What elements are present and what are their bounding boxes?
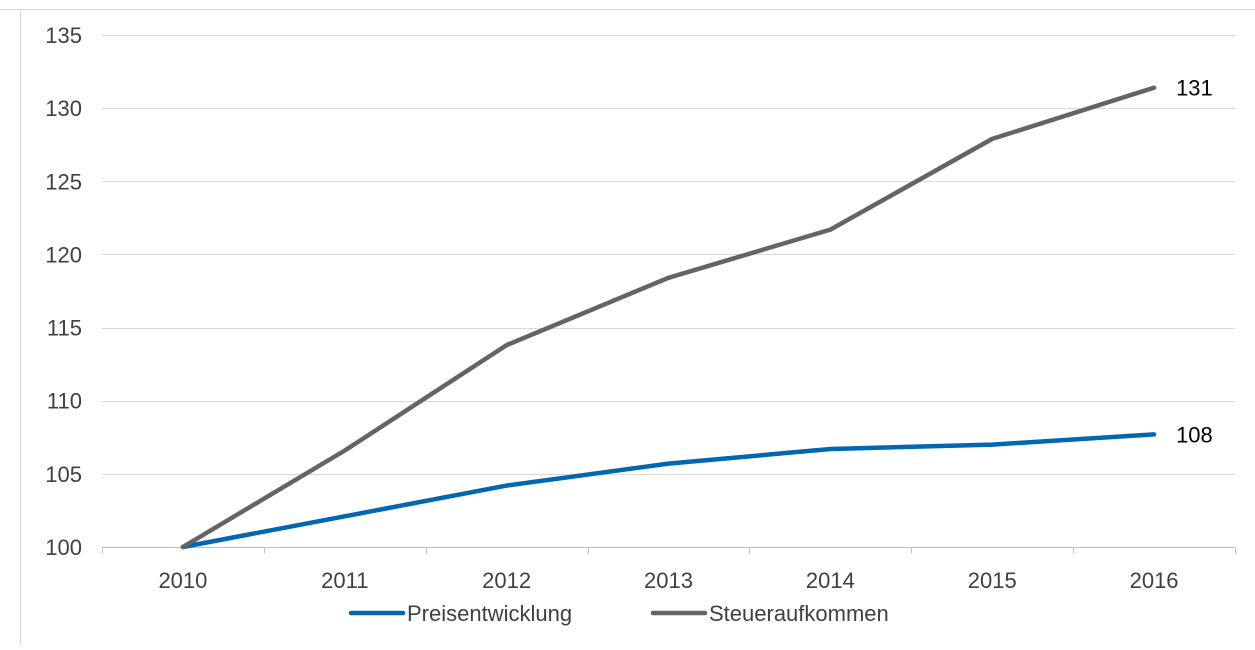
data-labels: 108 131 [1176, 76, 1213, 448]
gridlines [102, 35, 1235, 475]
legend-label: Preisentwicklung [407, 601, 572, 626]
y-tick-label: 115 [47, 316, 82, 341]
y-tick-label: 125 [45, 169, 82, 194]
legend: Preisentwicklung Steueraufkommen [348, 601, 889, 626]
y-tick-label: 105 [45, 462, 82, 487]
y-tick-label: 135 [45, 23, 82, 48]
x-tick-label: 2016 [1130, 568, 1179, 593]
x-tick-label: 2011 [321, 568, 368, 593]
series-lines [180, 85, 1157, 550]
x-tick-label: 2014 [806, 568, 855, 593]
y-tick-label: 130 [45, 96, 82, 121]
legend-label: Steueraufkommen [709, 601, 889, 626]
y-tick-label: 120 [45, 242, 82, 267]
axes: 100 105 110 115 120 125 130 135 2010 2011 2012 2013… [45, 23, 1236, 593]
x-tick-label: 2013 [644, 568, 693, 593]
data-label: 131 [1176, 76, 1213, 101]
x-tick-label: 2015 [968, 568, 1017, 593]
y-tick-label: 110 [47, 389, 82, 414]
x-tick-label: 2010 [158, 568, 207, 593]
x-tick-label: 2012 [482, 568, 531, 593]
series-line [180, 85, 1157, 550]
y-tick-label: 100 [45, 535, 82, 560]
series-line [180, 432, 1157, 550]
data-label: 108 [1176, 422, 1213, 447]
